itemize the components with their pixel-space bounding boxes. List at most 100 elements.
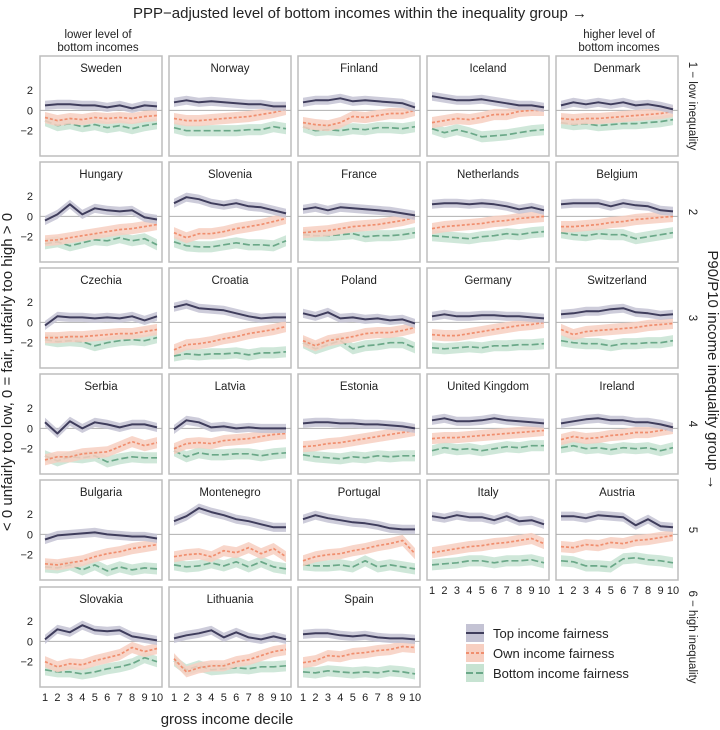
panel-croatia: Croatia — [168, 267, 292, 369]
y-tick-label: 0 — [27, 105, 33, 117]
panel-title: Czechia — [80, 275, 122, 287]
x-tick-label: 3 — [583, 585, 589, 597]
top-income-line — [431, 313, 545, 320]
x-tick-label: 6 — [104, 692, 110, 704]
own-income-band — [303, 534, 415, 567]
legend: Top income fairness Own income fairness … — [466, 624, 629, 682]
panel-norway: Norway — [168, 55, 292, 157]
bottom-income-line — [560, 339, 674, 347]
bottom-income-line — [560, 231, 674, 240]
x-tick-label: 6 — [362, 692, 368, 704]
x-tick-label: 8 — [387, 692, 393, 704]
legend-label-bottom: Bottom income fairness — [493, 666, 629, 681]
bottom-income-line — [431, 342, 545, 350]
y-tick-label: 2 — [27, 403, 33, 415]
y-tick-label: −2 — [20, 550, 33, 562]
x-tick-label: 8 — [516, 585, 522, 597]
x-tick-label: 6 — [233, 692, 239, 704]
panel-title: Portugal — [338, 487, 381, 499]
panel-montenegro: Montenegro — [168, 479, 292, 581]
x-tick-label: 9 — [141, 692, 147, 704]
x-tick-label: 8 — [129, 692, 135, 704]
top-income-line — [560, 101, 674, 111]
panel-grid: Sweden Norway Finland Iceland Denmark Hungary… — [39, 55, 679, 688]
bottom-income-band — [174, 445, 286, 463]
own-income-band — [561, 105, 673, 126]
panel-poland: Poland — [297, 267, 421, 369]
own-income-line — [560, 322, 674, 336]
panel-title: Italy — [477, 487, 498, 499]
bottom-income-line — [302, 669, 416, 675]
x-tick-label: 3 — [325, 692, 331, 704]
own-income-line — [173, 432, 287, 450]
own-income-line — [44, 440, 158, 461]
bottom-income-line — [173, 350, 287, 357]
x-tick-label: 3 — [67, 692, 73, 704]
top-title: PPP−adjusted level of bottom incomes wit… — [133, 5, 587, 22]
panel-title: Estonia — [340, 381, 379, 393]
panel-title: Slovenia — [208, 169, 253, 181]
panel-title: Bulgaria — [80, 487, 123, 499]
x-tick-label: 4 — [208, 692, 214, 704]
bottom-income-line — [431, 558, 545, 566]
x-tick-label: 2 — [183, 692, 189, 704]
panel-title: Poland — [341, 275, 377, 287]
x-tick-label: 2 — [570, 585, 576, 597]
panel-title: Lithuania — [207, 594, 254, 606]
bottom-income-line — [44, 336, 158, 347]
panel-hungary: Hungary — [39, 161, 163, 263]
x-tick-label: 6 — [620, 585, 626, 597]
x-tick-label: 9 — [399, 692, 405, 704]
top-income-line — [173, 507, 286, 529]
x-tick-label: 4 — [595, 585, 601, 597]
own-income-line — [302, 109, 416, 127]
top-income-line — [302, 421, 416, 430]
x-tick-label: 5 — [92, 692, 98, 704]
y-tick-label: 2 — [27, 509, 33, 521]
own-income-band — [432, 316, 544, 342]
top-income-band — [303, 93, 415, 112]
bottom-income-line — [560, 444, 674, 452]
top-income-band — [45, 527, 157, 545]
x-tick-label: 2 — [441, 585, 447, 597]
bottom-income-line — [173, 449, 287, 458]
y-tick-label: 2 — [27, 85, 33, 97]
top-income-band — [174, 415, 286, 434]
top-income-band — [45, 620, 157, 645]
panel-austria: Austria — [555, 479, 679, 581]
own-income-line — [431, 215, 545, 230]
panel-denmark: Denmark — [555, 55, 679, 157]
panel-sweden: Sweden — [39, 55, 163, 157]
x-tick-label: 10 — [280, 692, 292, 704]
top-income-line — [560, 307, 674, 317]
row-label: 1 − low inequality — [686, 62, 698, 151]
x-tick-label: 5 — [350, 692, 356, 704]
own-income-band — [561, 422, 673, 446]
x-tick-label: 9 — [270, 692, 276, 704]
top-income-line — [431, 417, 545, 425]
x-tick-label: 2 — [54, 692, 60, 704]
own-income-band — [303, 424, 415, 453]
panel-title: France — [341, 169, 377, 181]
y-axes: 2 0 −2 2 0 −2 2 0 −2 2 0 −2 2 0 −2 2 0 −2 — [20, 85, 33, 669]
own-income-band — [303, 321, 415, 352]
top-income-band — [432, 309, 544, 323]
panel-finland: Finland — [297, 55, 421, 157]
own-income-band — [174, 644, 286, 678]
row-label: 5 — [686, 527, 698, 533]
own-income-line — [561, 215, 674, 228]
y-tick-label: 2 — [27, 297, 33, 309]
own-income-line — [431, 537, 545, 554]
y-tick-label: −2 — [20, 126, 33, 138]
own-income-band — [303, 211, 415, 239]
own-income-line — [560, 534, 674, 549]
right-axis-label: P90/P10 income inequality group → — [704, 250, 720, 489]
y-tick-label: 0 — [27, 529, 33, 541]
top-income-line — [173, 629, 287, 641]
y-tick-label: 2 — [27, 616, 33, 628]
bottom-income-line — [302, 125, 416, 132]
panel-title: Montenegro — [199, 487, 260, 499]
row-labels: 1 − low inequality 2 3 4 5 6 − high inequalit… — [686, 62, 698, 684]
bottom-income-band — [561, 227, 673, 245]
x-tick-label: 10 — [538, 585, 550, 597]
